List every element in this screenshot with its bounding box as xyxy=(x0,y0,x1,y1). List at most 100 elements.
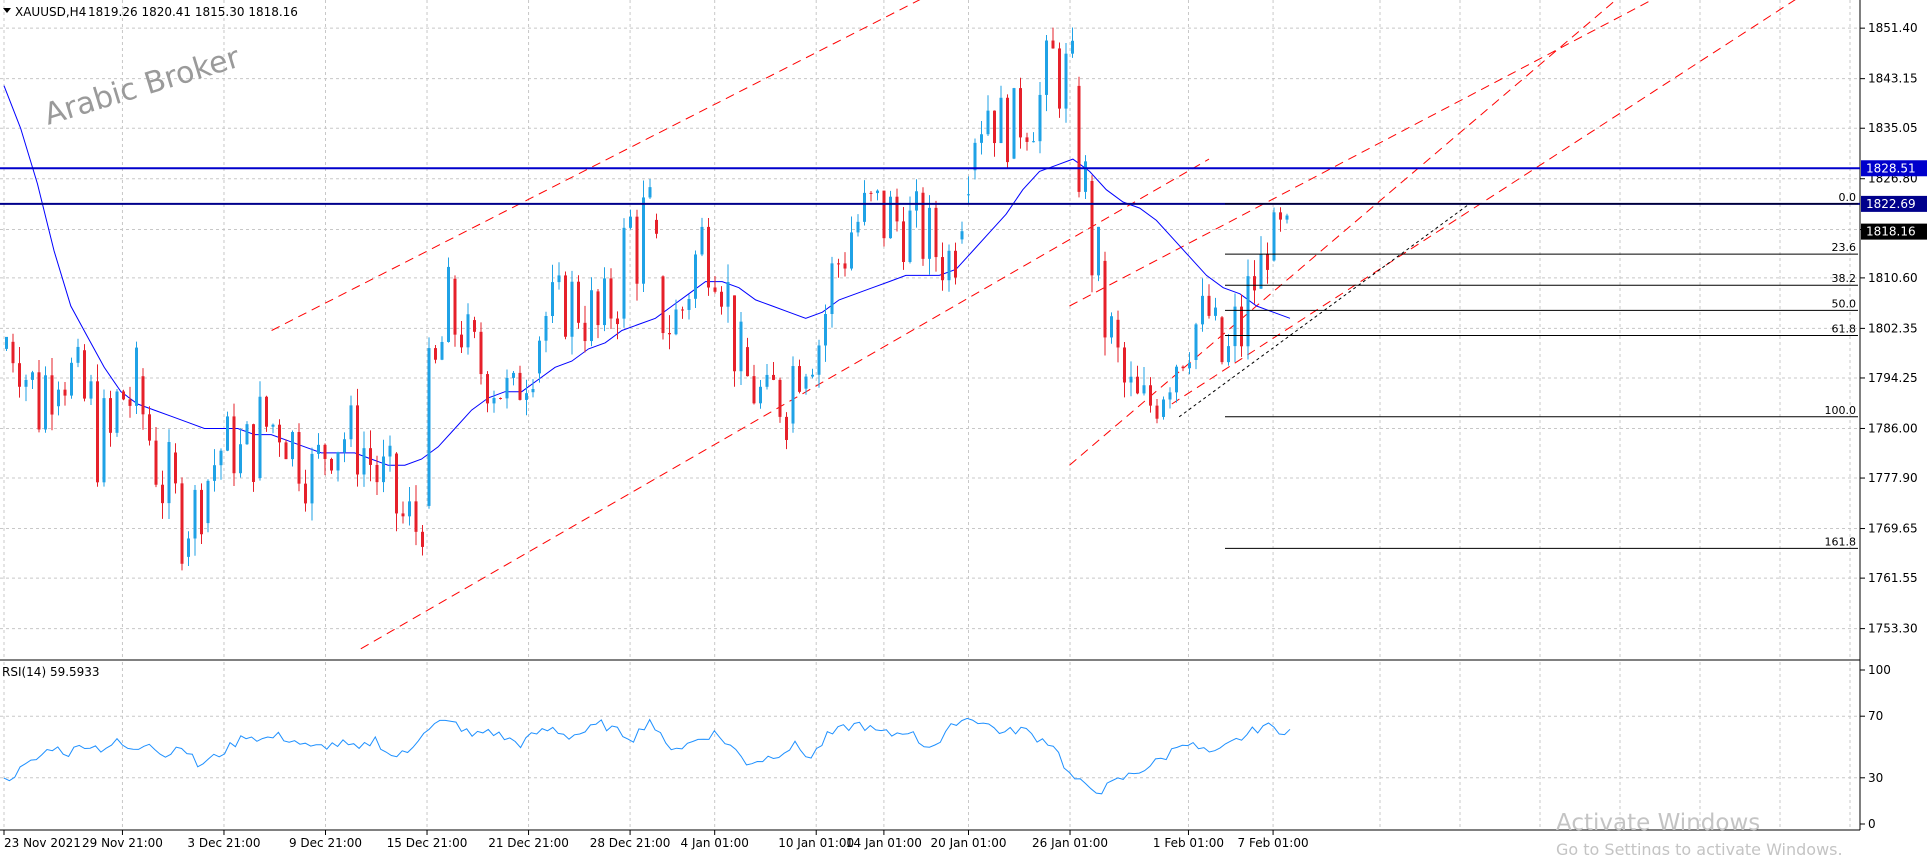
dropdown-triangle-icon[interactable] xyxy=(3,8,11,13)
rsi-panel[interactable]: RSI(14) 59.5933 100 70 30 0 xyxy=(0,663,1891,831)
candle-bear xyxy=(843,263,847,269)
candle-bear xyxy=(148,414,151,441)
time-tick-label: 3 Dec 21:00 xyxy=(187,836,260,850)
candle-bear xyxy=(154,440,158,485)
candle-bull xyxy=(817,345,821,375)
candle-bull xyxy=(1097,226,1100,276)
candle-bull xyxy=(889,196,892,239)
candle-bear xyxy=(746,347,749,377)
candle-bull xyxy=(362,448,366,475)
activate-windows-subtitle: Go to Settings to activate Windows. xyxy=(1556,840,1843,855)
candle-bull xyxy=(76,346,80,363)
candle-bear xyxy=(128,399,132,406)
candle-bull xyxy=(382,456,385,483)
time-tick-label: 9 Dec 21:00 xyxy=(289,836,362,850)
price-axis: 1851.401843.151835.051826.801818.501810.… xyxy=(1860,21,1918,636)
candle-bear xyxy=(1090,180,1094,276)
candle-bear xyxy=(395,453,398,514)
candle-bear xyxy=(1136,376,1139,394)
candle-bear xyxy=(18,363,21,387)
candle-bull xyxy=(850,232,853,269)
candle-bull xyxy=(57,389,60,407)
candle-bull xyxy=(291,432,294,460)
time-tick-label: 28 Dec 21:00 xyxy=(590,836,671,850)
candle-bull xyxy=(726,282,730,307)
candle-bear xyxy=(785,416,788,440)
candle-bull xyxy=(967,194,970,196)
trend-channel-line[interactable] xyxy=(1069,0,1652,307)
candle-bull xyxy=(525,393,528,400)
candle-bull xyxy=(557,275,561,283)
candle-bear xyxy=(1077,85,1081,192)
candle-bull xyxy=(206,480,210,524)
candle-bull xyxy=(44,375,47,430)
candle-bear xyxy=(83,350,86,399)
candle-bear xyxy=(96,381,99,483)
level-price-label: 1822.69 xyxy=(1866,197,1916,211)
candle-bull xyxy=(544,316,548,341)
candle-bull xyxy=(1285,215,1289,220)
candle-bear xyxy=(174,452,177,484)
time-axis: 23 Nov 2021 29 Nov 21:00 3 Dec 21:00 9 Dec … xyxy=(3,830,1309,850)
candle-bull xyxy=(1071,40,1074,54)
candle-bull xyxy=(551,282,554,316)
candle-bull xyxy=(765,374,769,387)
candle-bear xyxy=(661,276,665,334)
candle-bull xyxy=(1038,94,1042,142)
candle-bear xyxy=(1207,295,1211,316)
candle-bear xyxy=(895,196,899,222)
fib-level-label: 61.8 xyxy=(1832,322,1857,335)
candle-bear xyxy=(934,207,938,258)
candle-bear xyxy=(577,281,580,323)
candle-bull xyxy=(440,341,444,360)
candle-bull xyxy=(694,254,697,299)
fibonacci-retracement[interactable]: 0.0 23.6 38.2 50.0 61.8 100.0 161.8 xyxy=(1225,191,1858,549)
candle-bull xyxy=(824,314,827,346)
candle-bull xyxy=(1064,53,1068,109)
trend-channel-line[interactable] xyxy=(360,158,1210,650)
candle-bear xyxy=(330,458,333,471)
candle-bull xyxy=(310,453,314,504)
candle-bull xyxy=(1045,40,1048,95)
time-tick-label: 21 Dec 21:00 xyxy=(488,836,569,850)
candle-bear xyxy=(583,322,587,342)
candle-bull xyxy=(590,290,593,342)
candle-bear xyxy=(375,464,379,483)
candle-bear xyxy=(284,442,288,460)
candle-bear xyxy=(993,110,996,144)
candle-bull xyxy=(1012,88,1016,159)
price-tick-label: 1835.05 xyxy=(1868,121,1918,135)
rsi-tick-label: 30 xyxy=(1868,771,1883,785)
candle-bull xyxy=(343,439,346,453)
ohlc-values: 1819.26 1820.41 1815.30 1818.16 xyxy=(88,5,298,19)
moving-average xyxy=(3,85,1291,466)
moving-average-line xyxy=(3,85,1291,466)
trend-channel-line[interactable] xyxy=(271,0,968,331)
candle-bear xyxy=(1116,319,1120,348)
level-price-badge xyxy=(1861,195,1927,212)
candle-bull xyxy=(1233,306,1237,347)
candle-bear xyxy=(297,432,301,484)
fib-level-label: 161.8 xyxy=(1825,535,1857,548)
candle-bear xyxy=(707,226,710,288)
candle-bull xyxy=(193,489,197,539)
candle-bull xyxy=(1175,366,1178,393)
candle-bull xyxy=(531,389,535,393)
trend-channel-line[interactable] xyxy=(1069,0,1652,466)
candle-bear xyxy=(1058,48,1061,109)
candle-bull xyxy=(492,397,496,404)
candle-bull xyxy=(1168,392,1172,400)
candle-bull xyxy=(245,424,249,445)
candle-bear xyxy=(1103,260,1107,338)
candle-bear xyxy=(356,405,359,475)
candle-bull xyxy=(408,501,411,517)
candle-bear xyxy=(11,341,15,364)
candle-bear xyxy=(882,190,886,239)
fib-level-label: 38.2 xyxy=(1832,272,1857,285)
candle-bull xyxy=(388,445,392,457)
fib-level-label: 23.6 xyxy=(1832,241,1857,254)
candles xyxy=(5,27,1289,571)
candle-bull xyxy=(876,190,879,194)
